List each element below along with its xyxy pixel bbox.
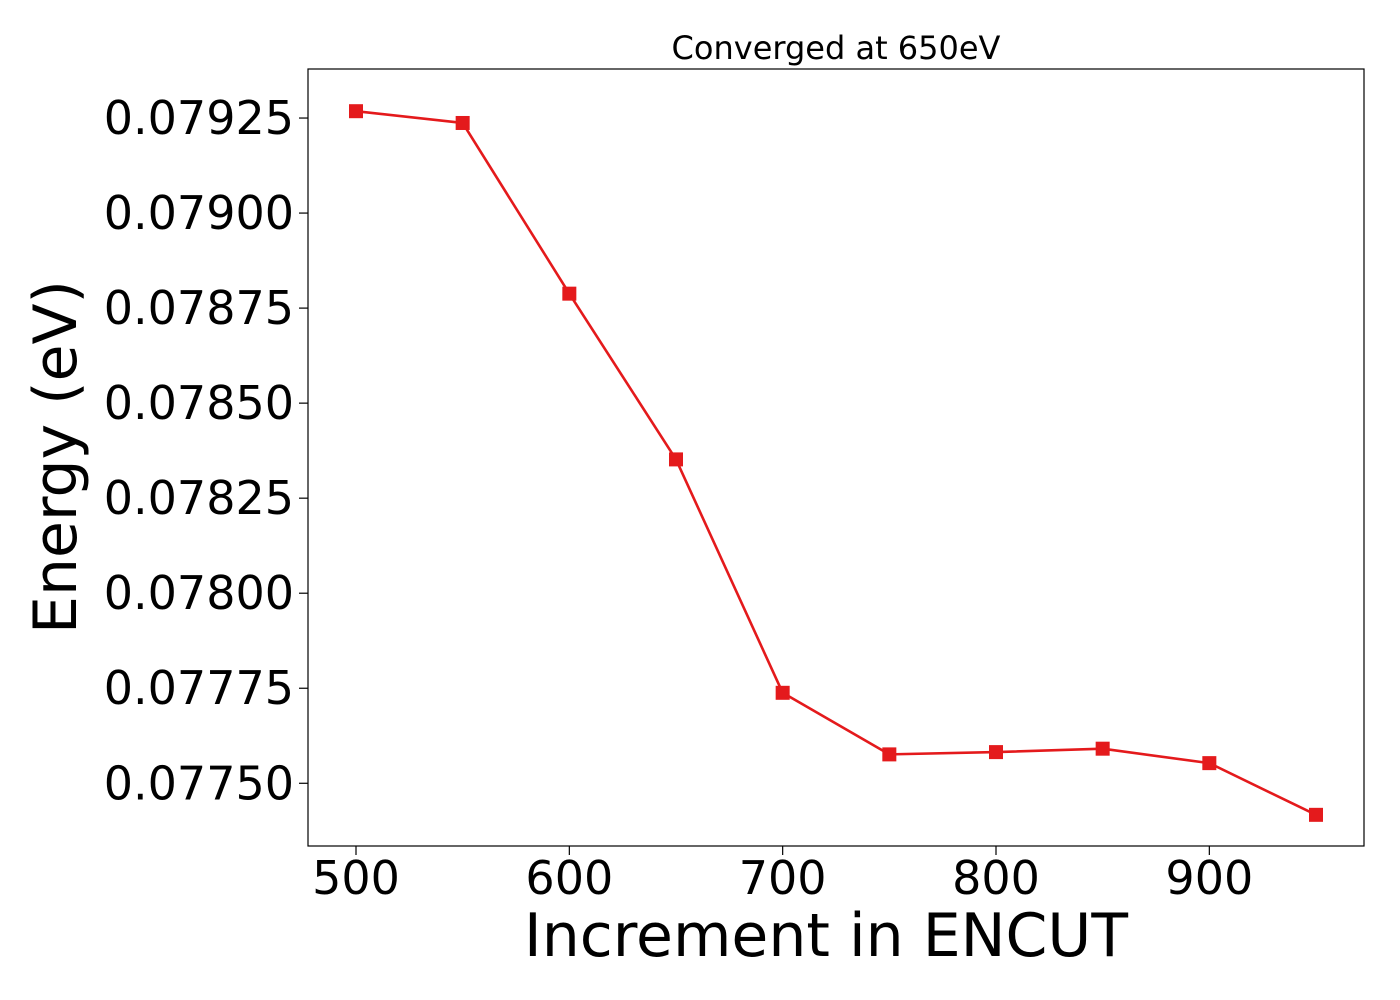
data-point-marker	[1202, 756, 1217, 771]
data-point-marker	[882, 747, 897, 762]
y-axis-label: Energy (eV)	[21, 280, 91, 634]
data-point-marker	[1095, 741, 1110, 756]
data-point-marker	[669, 452, 683, 467]
data-point-marker	[562, 286, 577, 301]
y-axis-ticks: 0.07750 0.07775 0.07800 0.07825 0.07850 0.078…	[104, 91, 308, 810]
data-point-marker	[1309, 807, 1323, 822]
chart-title: Converged at 650eV	[672, 29, 1001, 67]
x-axis-ticks: 500 600 700 800 900	[312, 846, 1253, 905]
y-tick-label: 0.07925	[104, 91, 294, 145]
y-tick-label: 0.07800	[104, 566, 294, 620]
y-tick-label: 0.07875	[104, 281, 294, 335]
y-tick-label: 0.07775	[104, 661, 294, 715]
y-tick-label: 0.07750	[104, 756, 294, 810]
y-tick-label: 0.07825	[104, 471, 294, 525]
data-point-marker	[989, 745, 1003, 760]
x-tick-label: 500	[312, 851, 400, 905]
x-axis-label: Increment in ENCUT	[524, 901, 1128, 971]
data-point-marker	[775, 685, 790, 700]
data-point-marker	[455, 115, 470, 130]
plot-area-frame	[307, 68, 1365, 847]
series-markers	[349, 104, 1323, 822]
y-tick-label: 0.07850	[104, 376, 294, 430]
x-tick-label: 900	[1165, 851, 1253, 905]
y-tick-label: 0.07900	[104, 186, 294, 240]
x-tick-label: 700	[739, 851, 827, 905]
series-line	[355, 109, 1317, 816]
x-tick-label: 800	[952, 851, 1040, 905]
x-tick-label: 600	[525, 851, 613, 905]
data-point-marker	[349, 104, 363, 119]
